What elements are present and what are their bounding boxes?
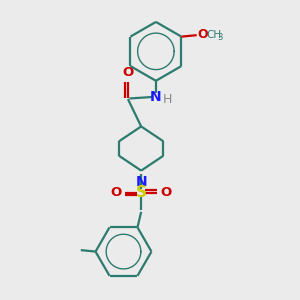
Text: O: O xyxy=(160,186,172,199)
Text: O: O xyxy=(111,186,122,199)
Text: CH: CH xyxy=(206,30,221,40)
Text: S: S xyxy=(136,185,147,200)
Text: O: O xyxy=(198,28,208,41)
Text: H: H xyxy=(162,93,172,106)
Text: N: N xyxy=(150,90,162,104)
Text: 3: 3 xyxy=(217,33,223,42)
Text: O: O xyxy=(122,66,134,79)
Text: N: N xyxy=(135,175,147,189)
